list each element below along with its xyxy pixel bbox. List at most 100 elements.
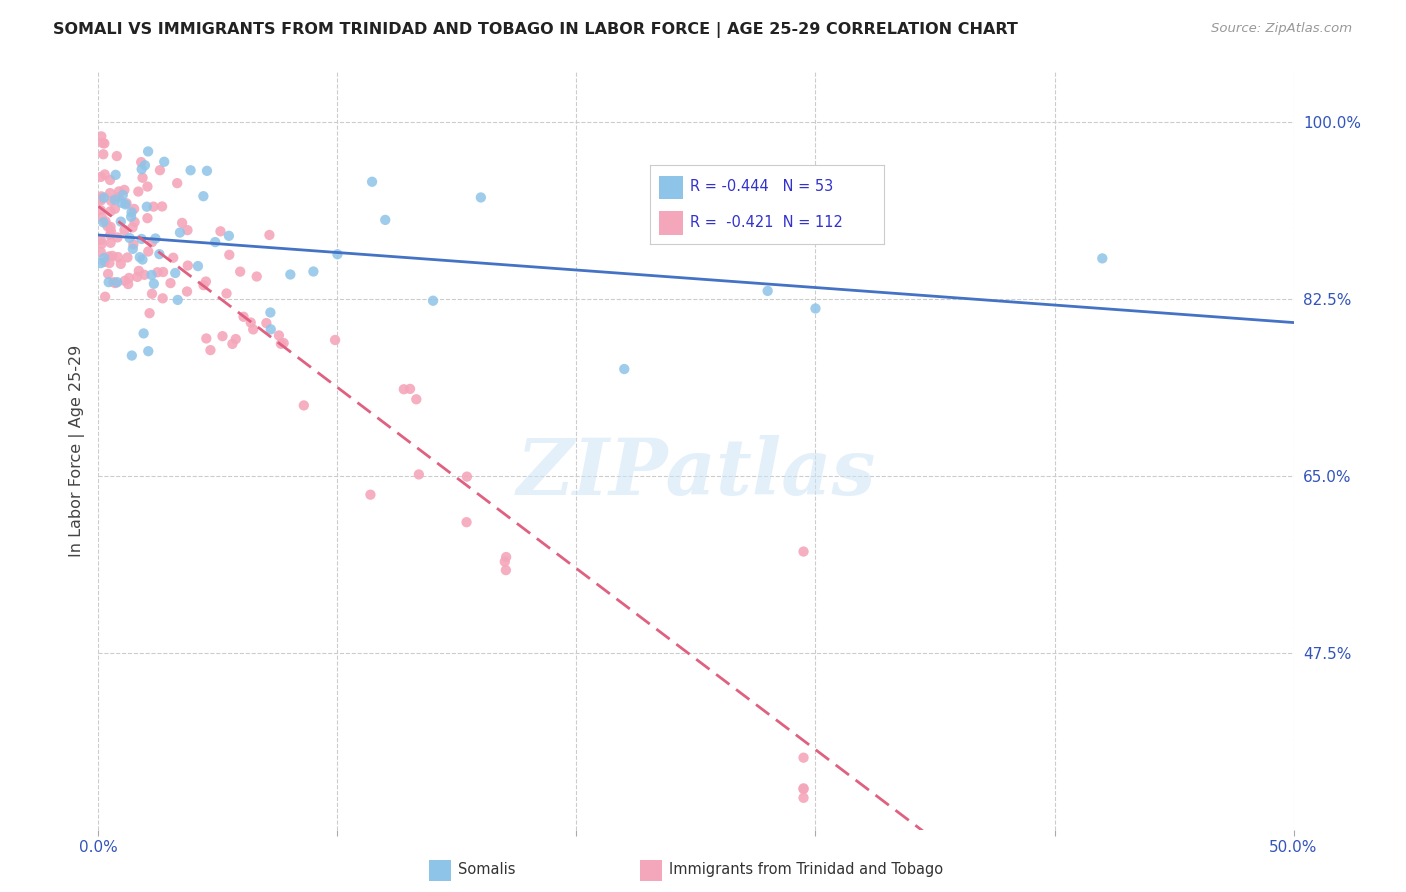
Point bbox=[105, 149, 128, 163]
Point bbox=[90, 194, 112, 208]
Point bbox=[209, 224, 232, 238]
Point bbox=[100, 219, 122, 234]
Point bbox=[422, 293, 444, 308]
Point bbox=[91, 215, 114, 229]
Point bbox=[104, 276, 127, 290]
Point bbox=[145, 231, 167, 245]
Point bbox=[131, 232, 153, 246]
Point bbox=[302, 264, 325, 278]
Point bbox=[97, 267, 120, 281]
Point bbox=[90, 189, 112, 203]
Point bbox=[98, 250, 121, 264]
Point bbox=[246, 269, 269, 284]
Point bbox=[94, 290, 117, 304]
Point bbox=[159, 276, 181, 290]
Point bbox=[495, 549, 517, 564]
Point bbox=[470, 190, 492, 204]
Point bbox=[142, 200, 165, 214]
Point bbox=[165, 266, 187, 280]
Point bbox=[211, 329, 233, 343]
Point bbox=[146, 265, 169, 279]
Point bbox=[104, 193, 127, 207]
Point bbox=[204, 235, 226, 249]
Point bbox=[176, 285, 198, 299]
Point bbox=[260, 322, 283, 336]
Point bbox=[793, 544, 815, 558]
Point bbox=[132, 326, 155, 341]
Point bbox=[221, 337, 243, 351]
Point bbox=[90, 203, 112, 218]
Point bbox=[408, 467, 430, 482]
Point bbox=[112, 223, 135, 237]
Point bbox=[131, 170, 153, 185]
Point bbox=[259, 227, 281, 242]
Point bbox=[162, 251, 184, 265]
Point bbox=[93, 191, 115, 205]
Point bbox=[135, 200, 157, 214]
Text: R =  -0.421  N = 112: R = -0.421 N = 112 bbox=[689, 215, 842, 230]
Point bbox=[141, 235, 163, 249]
Point bbox=[136, 179, 159, 194]
Point bbox=[136, 344, 159, 359]
Point bbox=[176, 223, 198, 237]
Point bbox=[90, 236, 112, 251]
Point bbox=[232, 310, 254, 324]
Point bbox=[166, 176, 188, 190]
Text: Somalis: Somalis bbox=[458, 863, 516, 877]
Point bbox=[98, 256, 121, 270]
Point bbox=[187, 259, 209, 273]
Point bbox=[104, 168, 127, 182]
Point bbox=[323, 333, 346, 347]
Bar bbox=[659, 211, 682, 235]
Point bbox=[200, 343, 222, 358]
Point bbox=[193, 278, 215, 293]
Point bbox=[122, 202, 145, 216]
Point bbox=[494, 555, 516, 569]
Point bbox=[229, 265, 252, 279]
Point bbox=[756, 284, 779, 298]
Point bbox=[193, 189, 215, 203]
Point bbox=[374, 213, 396, 227]
Point bbox=[359, 488, 381, 502]
Point bbox=[100, 204, 122, 219]
Point bbox=[101, 249, 124, 263]
Point bbox=[793, 781, 815, 796]
Text: Source: ZipAtlas.com: Source: ZipAtlas.com bbox=[1212, 22, 1353, 36]
Point bbox=[259, 305, 281, 319]
Point bbox=[90, 256, 112, 270]
Text: Immigrants from Trinidad and Tobago: Immigrants from Trinidad and Tobago bbox=[669, 863, 943, 877]
Point bbox=[456, 469, 478, 483]
Point bbox=[129, 155, 152, 169]
Point bbox=[96, 219, 118, 234]
Point bbox=[110, 257, 132, 271]
Point bbox=[115, 196, 138, 211]
Point bbox=[793, 782, 815, 797]
Point bbox=[107, 250, 129, 264]
Point bbox=[90, 233, 112, 247]
Point bbox=[111, 188, 134, 202]
Point bbox=[280, 268, 302, 282]
Y-axis label: In Labor Force | Age 25-29: In Labor Force | Age 25-29 bbox=[69, 344, 84, 557]
Point bbox=[118, 271, 141, 285]
Point bbox=[131, 252, 153, 267]
Point bbox=[90, 169, 112, 184]
Point bbox=[110, 214, 132, 228]
Point bbox=[292, 398, 315, 412]
Point bbox=[110, 195, 132, 210]
Point bbox=[120, 210, 142, 224]
Point bbox=[105, 275, 128, 289]
Point bbox=[100, 224, 122, 238]
Point bbox=[128, 264, 150, 278]
Point bbox=[142, 277, 165, 291]
Point bbox=[91, 136, 114, 150]
Point bbox=[138, 306, 160, 320]
Point bbox=[141, 286, 163, 301]
Point bbox=[177, 259, 200, 273]
Point bbox=[267, 328, 290, 343]
Point bbox=[91, 147, 114, 161]
Point bbox=[148, 247, 170, 261]
Point bbox=[118, 231, 141, 245]
Point bbox=[127, 185, 149, 199]
Point bbox=[136, 244, 159, 259]
Point bbox=[93, 251, 115, 265]
